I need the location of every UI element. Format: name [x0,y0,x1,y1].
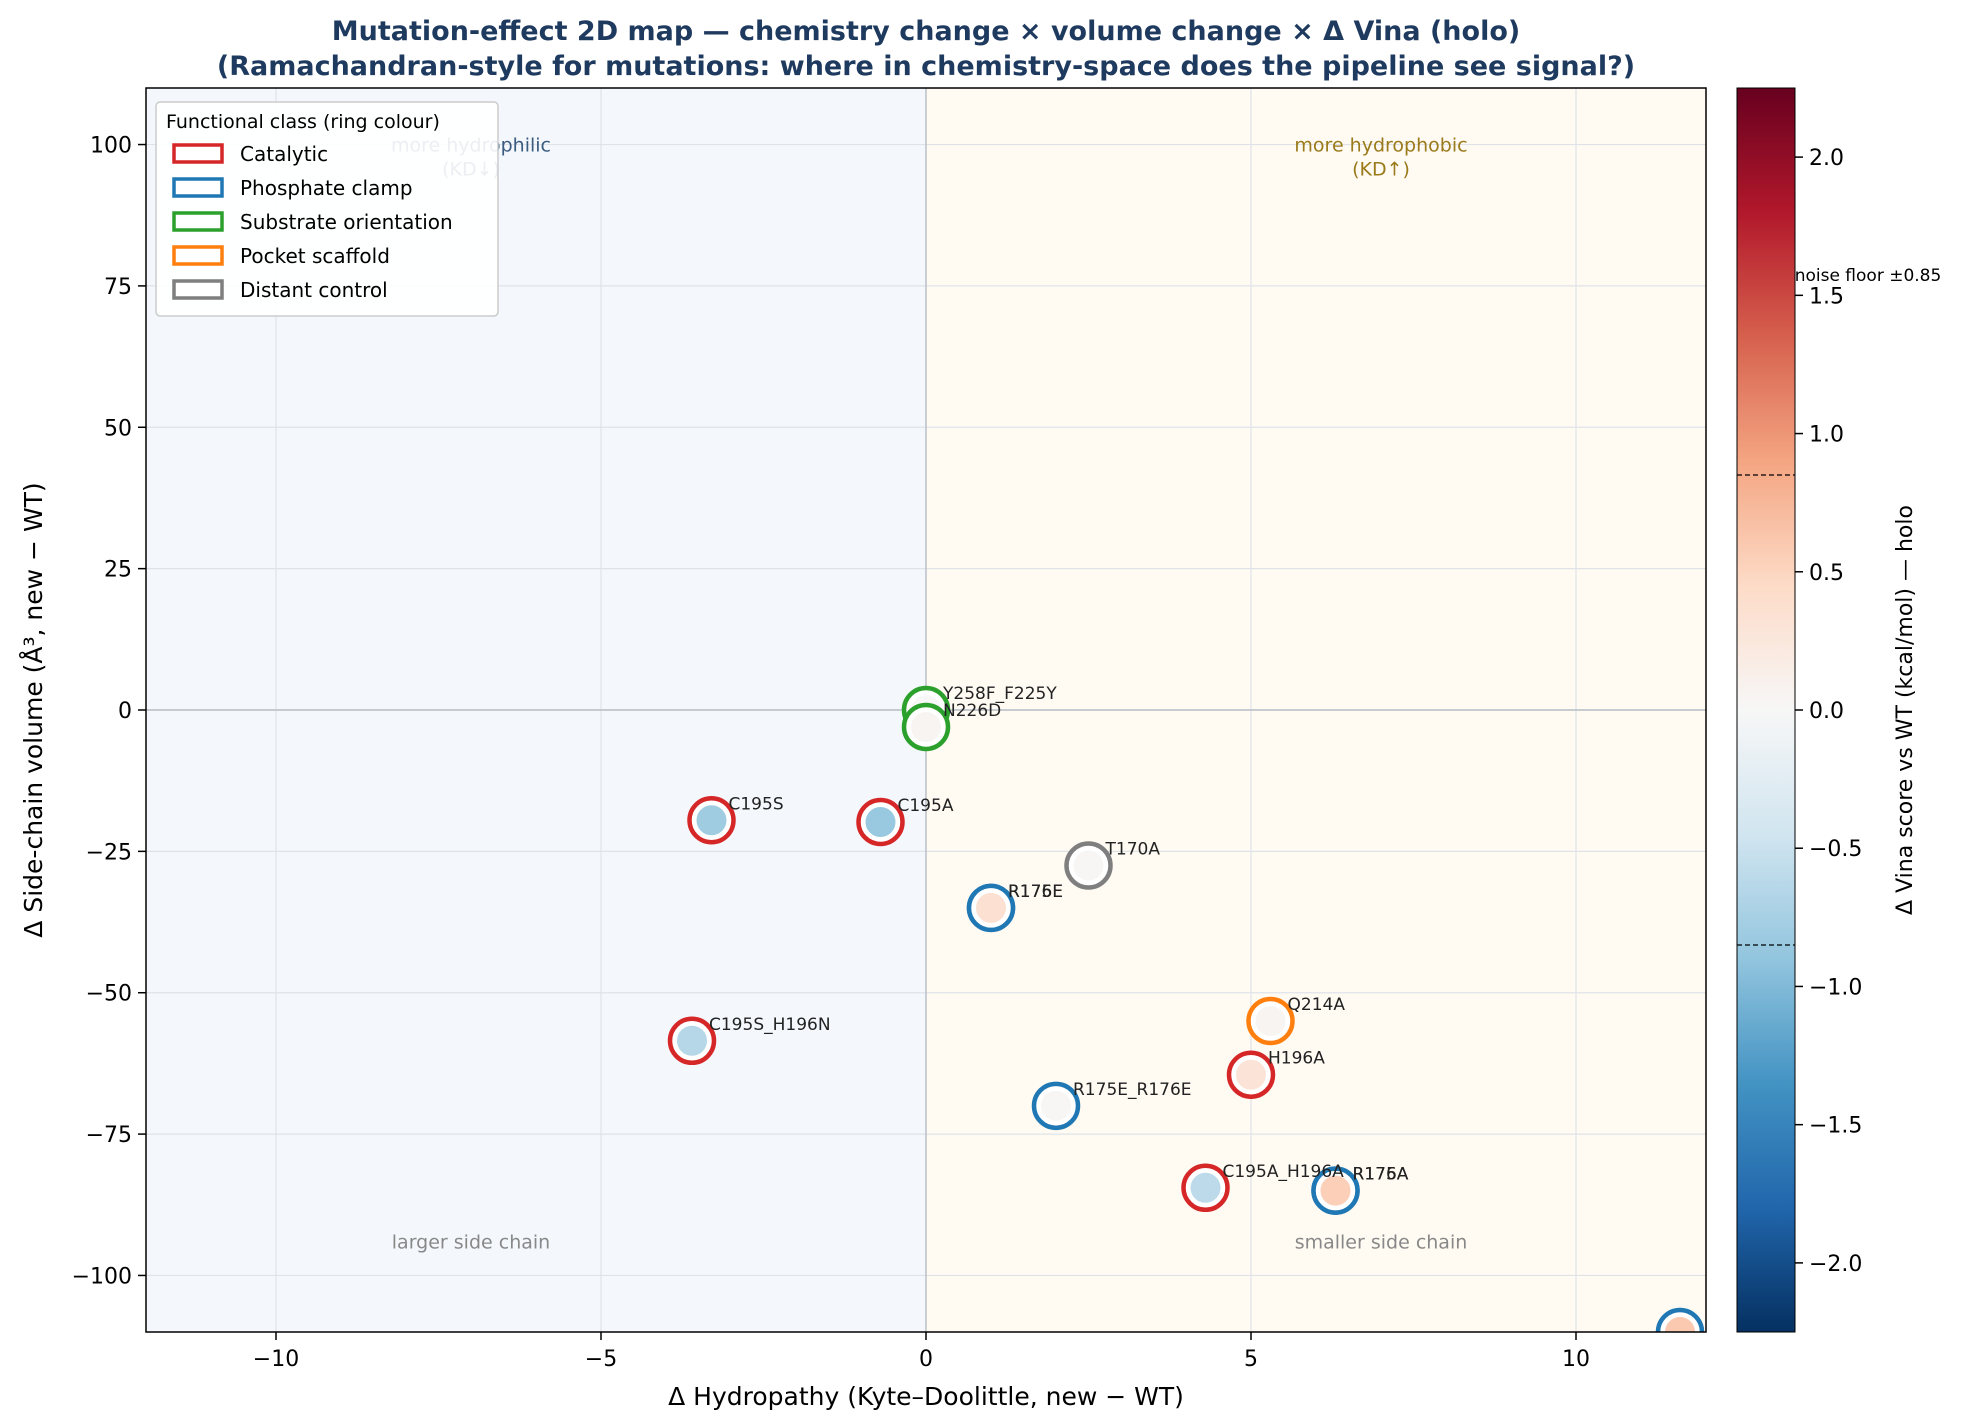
point-fill [1319,1174,1352,1207]
legend-entry-label: Phosphate clamp [240,176,413,200]
colorbar-label: Δ Vina score vs WT (kcal/mol) — holo [1893,505,1918,915]
plot-area: more hydrophilic(KD↓)more hydrophobic(KD… [72,87,1707,1372]
point-fill [1235,1058,1267,1091]
legend-entry-label: Distant control [240,278,388,302]
x-tick-label: 10 [1562,1347,1590,1372]
point-label: C195A [898,796,954,816]
colorbar-tick-label: −1.0 [1809,975,1862,1000]
point-label: R176A [1353,1165,1409,1185]
legend-swatch [172,245,224,266]
y-axis-label: Δ Side-chain volume (Å³, new − WT) [19,482,48,937]
point-label: R175E_R176E [1073,1080,1192,1100]
legend-swatch [172,279,224,300]
colorbar-tick-label: 0.5 [1809,561,1844,586]
point-label: R175A [1353,1165,1409,1185]
x-tick-label: 5 [1244,1347,1258,1372]
y-tick-label: −25 [86,840,132,865]
legend-swatch [172,177,224,198]
y-axis-ticks: −100 −75 −50 −25 0 25 50 75 100 [72,134,146,1289]
quadrant-label: (KD↑) [1352,159,1410,181]
chart-title: Mutation-effect 2D map — chemistry chang… [332,16,1520,47]
point-label: Q214A [1288,995,1346,1015]
quadrant-label: more hydrophobic [1294,135,1467,157]
y-tick-label: 100 [90,134,132,159]
point-fill [1072,849,1105,882]
point-fill [1040,1089,1072,1122]
legend-entries: Catalytic Phosphate clamp Substrate orient… [172,142,453,302]
y-tick-label: −100 [72,1264,132,1289]
colorbar-noise-floor [1737,474,1795,946]
colorbar: −2.0 −1.5 −1.0 −0.5 0.0 0.5 1.0 1.5 2.0 noise fl… [1736,87,1942,1333]
point-label: R176E [1008,882,1063,902]
point-fill [695,804,728,837]
x-axis-ticks: −10 −5 0 5 10 [253,1332,1590,1372]
legend: Functional class (ring colour) Catalytic… [155,101,499,317]
point-label: C195A_H196A [1223,1162,1345,1182]
y-tick-label: −75 [86,1123,132,1148]
point-fill [1664,1316,1696,1332]
colorbar-tick-label: 1.5 [1809,284,1844,309]
colorbar-tick-label: −0.5 [1809,837,1862,862]
legend-box [155,101,499,317]
x-tick-label: −10 [253,1347,299,1372]
legend-entry-label: Catalytic [240,142,328,166]
point-fill [676,1024,708,1057]
x-tick-label: −5 [585,1347,617,1372]
point-fill [910,710,942,743]
point-label: Y258F_F225Y [942,684,1057,704]
data-points [667,685,1705,1332]
y-tick-label: 0 [118,699,132,724]
quadrant-label: smaller side chain [1295,1232,1468,1254]
point-fill [975,891,1007,924]
point-label: N226D [943,701,1001,721]
colorbar-gradient [1736,87,1796,1333]
point-label: C195S_H196N [709,1015,831,1035]
x-axis-label: Δ Hydropathy (Kyte–Doolittle, new − WT) [668,1382,1184,1411]
point-fill [864,805,897,838]
colorbar-tick-label: −2.0 [1809,1252,1862,1277]
legend-swatch [172,143,224,164]
legend-title: Functional class (ring colour) [166,111,440,133]
colorbar-tick-label: 1.0 [1809,423,1844,448]
noise-floor-label: noise floor ±0.85 [1795,266,1942,286]
colorbar-ticks: −2.0 −1.5 −1.0 −0.5 0.0 0.5 1.0 1.5 2.0 [1795,146,1862,1277]
point-fill [1254,1005,1287,1037]
x-tick-label: 0 [919,1347,933,1372]
point-fill [1189,1171,1222,1204]
legend-entry-label: Substrate orientation [240,210,453,234]
y-tick-label: 25 [104,558,132,583]
colorbar-tick-label: 0.0 [1809,699,1844,724]
y-tick-label: 75 [104,275,132,300]
point-label: C195S [729,794,784,814]
legend-entry-label: Pocket scaffold [240,244,390,268]
y-tick-label: −50 [86,982,132,1007]
point-label: T170A [1105,840,1161,860]
quadrant-label: larger side chain [392,1232,550,1254]
y-tick-label: 50 [104,416,132,441]
legend-swatch [172,211,224,232]
colorbar-tick-label: −1.5 [1809,1114,1862,1139]
point-label: R175E [1008,882,1063,902]
point-label: H196A [1268,1049,1325,1069]
colorbar-tick-label: 2.0 [1809,146,1844,171]
chart-subtitle: (Ramachandran-style for mutations: where… [217,51,1635,82]
